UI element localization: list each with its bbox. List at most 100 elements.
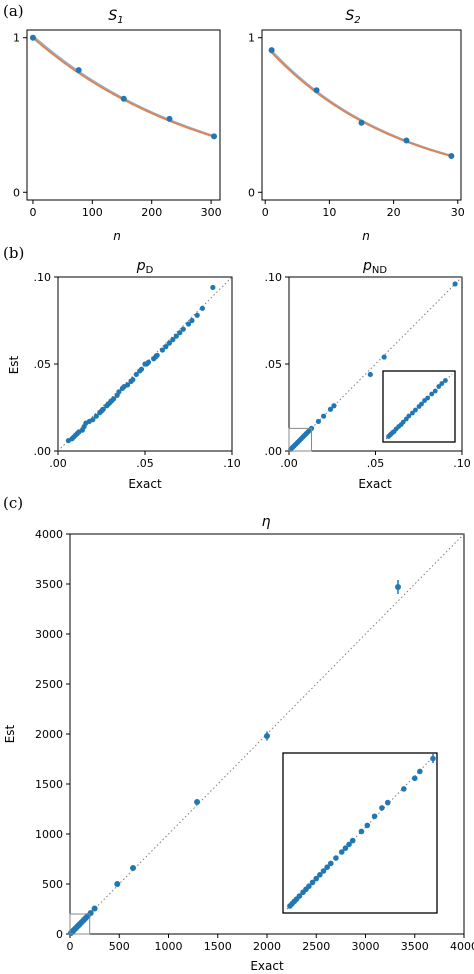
pND-inset-point [406,413,412,419]
pND-point [452,281,458,287]
pND-inset-point [432,388,438,394]
S1-point [211,133,218,140]
pD-point [154,352,160,358]
pD-point [133,371,139,378]
S2-ytick-label: 0 [248,186,255,199]
eta-xtick-label: 0 [67,940,74,953]
pND-point [381,354,387,360]
pnd-xlabel: Exact [358,477,392,491]
S2-xtick-label: 20 [387,206,401,219]
pND-ytick-label: .00 [265,445,283,458]
eta-inset-point [342,845,349,851]
pd-ylabel: Est [7,355,21,374]
pD-xtick-label: .10 [223,457,241,470]
pD-xtick-label: .05 [136,457,154,470]
S2-xtick-label: 30 [451,206,465,219]
eta-inset-point [317,872,323,878]
eta-inset-point [430,755,436,762]
pND-point [321,413,327,419]
eta-inset-point [338,849,345,855]
pND-xtick-label: .05 [367,457,385,470]
pD-point [130,377,136,383]
s1-xlabel: n [113,229,121,243]
eta-ytick-label: 2000 [35,728,63,741]
eta-ytick-label: 2500 [35,678,63,691]
eta-ytick-label: 1500 [35,778,63,791]
pND-point [327,406,334,412]
pND-inset-point [429,391,435,397]
S2-axes-frame [261,29,462,201]
S1-fit-line [32,36,215,138]
eta-inset-point [320,868,327,874]
pD-point [210,284,216,291]
pd-xlabel: Exact [128,477,162,491]
pD-ytick-label: .10 [34,271,52,284]
eta-inset-point [328,860,334,867]
eta-inset-point [371,813,378,820]
pD-xtick-label: .00 [49,457,67,470]
eta-point [395,584,402,590]
S1-point [120,95,127,102]
eta-ytick-label: 4000 [35,528,63,541]
eta-ytick-label: 3000 [35,628,63,641]
title-pd: pD [136,258,154,276]
eta-xtick-label: 4000 [450,940,474,953]
pD-point [93,413,99,419]
eta-inset-point [417,768,423,775]
eta-xtick-label: 1000 [155,940,183,953]
panel-label-b: (b) [3,244,24,262]
title-eta: η [262,514,271,530]
eta-inset-point [364,822,371,829]
pD-point [159,347,165,353]
S2-xtick-label: 0 [262,206,269,219]
eta-inset-point [358,828,365,835]
S1-point [75,67,82,74]
pD-point [138,366,145,372]
pND-xtick-label: .10 [453,457,471,470]
pND-ytick-label: .05 [265,358,283,371]
eta-inset-point [333,855,339,861]
pD-point [145,359,152,365]
pD-point [163,344,169,350]
eta-xtick-label: 500 [109,940,130,953]
pD-point [180,326,186,332]
eta-inset-point [349,837,356,844]
eta-inset-point [306,883,312,889]
eta-point [130,865,137,871]
S2-point [313,87,320,94]
eta-ytick-label: 1000 [35,828,63,841]
pND-point [331,403,337,409]
pND-inset-point [419,401,424,407]
pND-point [367,371,373,378]
eta-ytick-label: 500 [42,878,63,891]
pND-inset-point [410,410,415,416]
eta-inset-point [384,799,391,806]
eta-xtick-label: 2000 [253,940,281,953]
pD-point [100,406,106,412]
S1-axes-frame [26,29,221,201]
S1-xtick-label: 100 [82,206,103,219]
eta-ylabel: Est [3,724,17,743]
S1-ytick-label: 1 [13,32,20,45]
pND-inset-point [400,419,406,425]
title-s1: S1 [108,8,123,26]
pD-ytick-label: .05 [34,358,52,371]
pND-zoom-box [288,427,312,452]
eta-xtick-label: 2500 [302,940,330,953]
eta-inset-point [346,841,352,848]
S2-point [403,137,410,144]
pD-point [125,382,131,388]
S1-point [29,34,36,41]
eta-xtick-label: 1500 [204,940,232,953]
eta-inset-point [296,893,303,899]
pD-point [90,417,96,423]
title-pnd: pND [362,258,387,276]
S1-ytick-label: 0 [13,186,20,199]
pD-point [199,305,206,311]
S1-fit-band [32,35,215,137]
pD-point [173,333,179,339]
eta-ytick-label: 0 [56,928,63,941]
S2-xtick-label: 10 [322,206,336,219]
pD-ytick-label: .00 [34,445,52,458]
eta-point [264,733,270,739]
